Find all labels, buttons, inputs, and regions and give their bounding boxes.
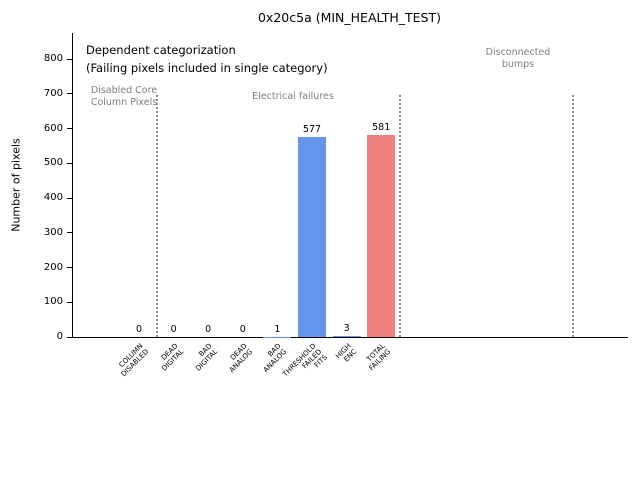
y-tick-label: 200 <box>43 261 63 273</box>
annotation-disconnected-bumps: Disconnected bumps <box>485 47 551 70</box>
annotation-dependent-categorization: Dependent categorization <box>86 43 236 57</box>
y-tick-mark <box>67 58 73 60</box>
y-tick-label: 800 <box>43 53 63 65</box>
plot-area: Dependent categorization (Failing pixels… <box>44 33 628 378</box>
annotation-disabled-core-column-pixels: Disabled Core Column Pixels <box>90 85 158 108</box>
group-separator-line <box>571 95 574 337</box>
bar-value-label: 0 <box>170 324 177 335</box>
y-tick-label: 400 <box>43 192 63 204</box>
y-tick-label: 500 <box>43 157 63 169</box>
y-tick-label: 0 <box>56 331 63 342</box>
annotation-failing-pixels-note: (Failing pixels included in single categ… <box>86 61 328 75</box>
y-tick-mark <box>67 336 73 338</box>
y-tick-mark <box>67 93 73 95</box>
bar <box>298 136 326 337</box>
bar-value-label: 0 <box>239 324 246 335</box>
y-tick-label: 600 <box>43 122 63 134</box>
bar-value-label: 0 <box>135 324 143 335</box>
y-tick-mark <box>67 162 73 164</box>
y-tick-mark <box>67 197 73 199</box>
group-separator-line <box>398 95 401 337</box>
y-tick-label: 700 <box>43 87 63 99</box>
group-separator-line <box>156 95 159 337</box>
y-tick-mark <box>67 232 73 234</box>
y-tick-mark <box>67 128 73 130</box>
bar-value-label: 3 <box>343 322 350 334</box>
bar-value-label: 1 <box>274 323 281 335</box>
bar-value-label: 581 <box>372 122 391 134</box>
bar <box>332 335 361 337</box>
bar-value-label: 0 <box>205 324 212 335</box>
y-tick-mark <box>67 267 73 268</box>
y-axis-label: Number of pixels <box>9 138 23 232</box>
annotation-electrical-failures: Electrical failures <box>252 91 334 102</box>
y-tick-mark <box>67 301 73 303</box>
y-tick-label: 100 <box>43 296 63 308</box>
chart-title: 0x20c5a (MIN_HEALTH_TEST) <box>257 10 442 25</box>
bar-value-label: 577 <box>302 123 322 135</box>
y-tick-label: 300 <box>43 226 63 238</box>
bar <box>367 135 396 337</box>
